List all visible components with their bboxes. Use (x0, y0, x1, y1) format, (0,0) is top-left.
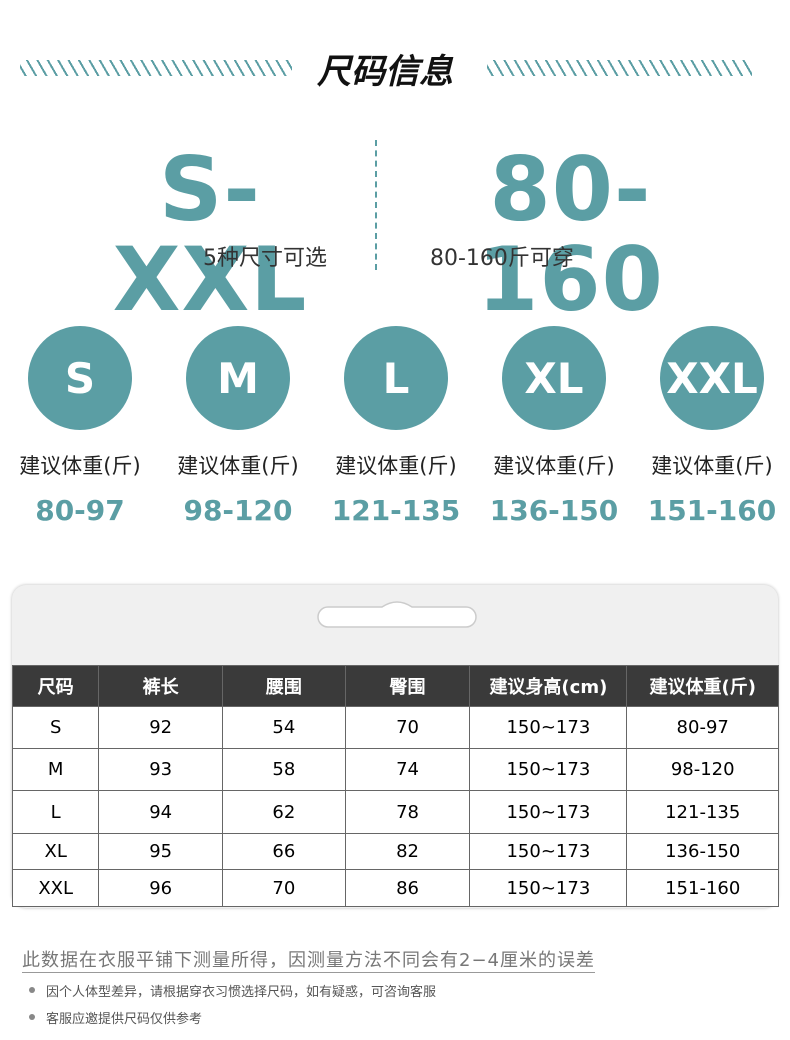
table-cell: 70 (344, 706, 471, 749)
table-cell: 70 (222, 869, 346, 907)
weight-caption: 建议体重(斤) (493, 454, 615, 478)
weight-range: 98-120 (183, 494, 293, 527)
size-badge: XL (502, 326, 606, 430)
weight-range: 121-135 (331, 494, 461, 527)
weight-caption: 建议体重(斤) (651, 454, 773, 478)
divider (375, 140, 377, 270)
hanger (317, 601, 477, 628)
table-cell: XXL (11, 869, 100, 907)
note-item: 客服应邀提供尺码仅供参考 (46, 1012, 203, 1027)
weight-caption: 建议体重(斤) (335, 454, 457, 478)
note-item: 因个人体型差异，请根据穿衣习惯选择尺码，如有疑惑，可咨询客服 (46, 985, 437, 1000)
table-cell: S (11, 706, 100, 749)
size-badge: S (28, 326, 132, 430)
column-header: 裤长 (98, 665, 223, 707)
size-table: 尺码 裤长 腰围 臀围 建议身高(cm) 建议体重(斤) S 92 54 70 150~173 80-… (11, 665, 779, 907)
weight-range: 151-160 (647, 494, 777, 527)
column-header: 建议身高(cm) (469, 665, 628, 707)
table-cell: 66 (222, 833, 346, 870)
weight-caption: 建议体重(斤) (19, 454, 141, 478)
column-header: 腰围 (222, 665, 346, 707)
table-cell: XL (11, 833, 100, 870)
column-header: 臀围 (344, 665, 471, 707)
table-cell: 78 (344, 790, 471, 834)
size-badge: M (186, 326, 290, 430)
weight-caption: 建议体重(斤) (177, 454, 299, 478)
table-row: L 94 62 78 150~173 121-135 (11, 790, 779, 834)
table-cell: 86 (344, 869, 471, 907)
table-cell: 150~173 (469, 790, 628, 834)
table-cell: M (11, 748, 100, 791)
decoration (20, 60, 292, 76)
table-row: M 93 58 74 150~173 98-120 (11, 748, 779, 791)
table-cell: 150~173 (469, 748, 628, 791)
size-range: S-XXL (112, 138, 308, 331)
size-badge: L (344, 326, 448, 430)
table-cell: 150~173 (469, 706, 628, 749)
table-cell: 136-150 (626, 833, 779, 870)
size-note: 5种尺寸可选 (203, 246, 327, 271)
bullet-dot (29, 987, 35, 993)
weight-range: 80-160 (477, 138, 664, 331)
decoration (487, 60, 752, 76)
table-cell: 80-97 (626, 706, 779, 749)
table-cell: 121-135 (626, 790, 779, 834)
size-badge: XXL (660, 326, 764, 430)
column-header: 尺码 (11, 665, 100, 707)
table-cell: 96 (98, 869, 223, 907)
table-cell: 150~173 (469, 869, 628, 907)
table-cell: 74 (344, 748, 471, 791)
table-row: XXL 96 70 86 150~173 151-160 (11, 869, 779, 907)
table-cell: 95 (98, 833, 223, 870)
weight-range: 80-97 (35, 494, 125, 527)
table-cell: 98-120 (626, 748, 779, 791)
table-cell: 94 (98, 790, 223, 834)
bullet-dot (29, 1014, 35, 1020)
table-cell: 62 (222, 790, 346, 834)
table-cell: 93 (98, 748, 223, 791)
column-header: 建议体重(斤) (626, 665, 779, 707)
table-cell: 54 (222, 706, 346, 749)
table-cell: 82 (344, 833, 471, 870)
table-row: XL 95 66 82 150~173 136-150 (11, 833, 779, 870)
note-main: 此数据在衣服平铺下测量所得，因测量方法不同会有2−4厘米的误差 (22, 946, 595, 973)
table-cell: 92 (98, 706, 223, 749)
title: 尺码信息 (317, 52, 453, 92)
weight-range: 136-150 (489, 494, 619, 527)
table-row: S 92 54 70 150~173 80-97 (11, 706, 779, 749)
table-cell: 151-160 (626, 869, 779, 907)
table-cell: L (11, 790, 100, 834)
weight-note: 80-160斤可穿 (430, 246, 574, 271)
table-cell: 150~173 (469, 833, 628, 870)
table-cell: 58 (222, 748, 346, 791)
